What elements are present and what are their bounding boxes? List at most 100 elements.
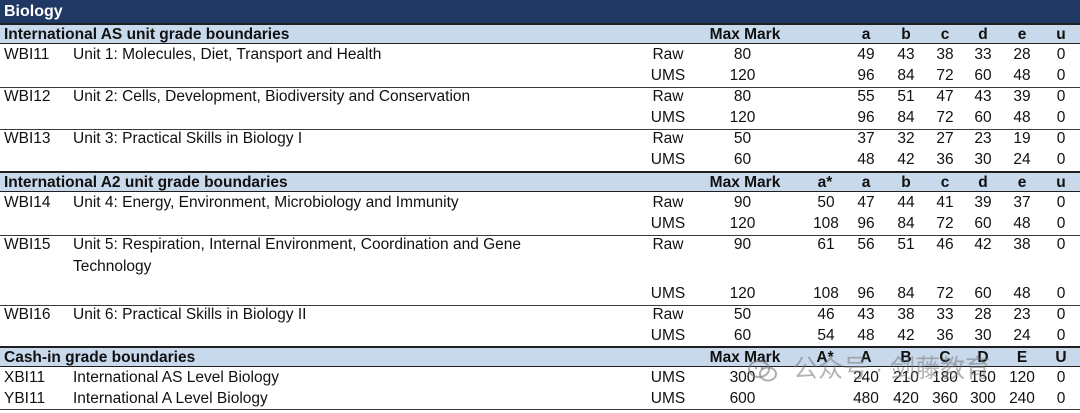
a2-grade-header-astar: a*	[817, 174, 833, 191]
grade-u: 0	[1056, 130, 1066, 147]
max-mark: 120	[729, 215, 756, 232]
grade-d: 43	[974, 88, 992, 105]
max-mark: 50	[733, 130, 752, 147]
grade-a: 47	[857, 194, 875, 211]
mark-type: UMS	[650, 369, 686, 386]
grade-b: 32	[897, 130, 915, 147]
wechat-icon	[748, 358, 778, 382]
grade-c: 180	[932, 369, 958, 386]
grade-c: 72	[936, 109, 954, 126]
grade-u: 0	[1056, 390, 1066, 407]
grade-d: 300	[970, 390, 996, 407]
max-mark: 80	[733, 46, 752, 63]
unit-title: Unit 5: Respiration, Internal Environmen…	[73, 236, 522, 275]
watermark-text: 公众号 · 剑藤教育	[792, 355, 991, 383]
grade-b: 38	[897, 306, 915, 323]
qualification-title: International AS Level Biology	[73, 369, 279, 386]
unit-title: Unit 4: Energy, Environment, Microbiolog…	[73, 194, 459, 211]
grade-u: 0	[1056, 306, 1066, 323]
grade-u: 0	[1056, 88, 1066, 105]
unit-code: WBI14	[4, 194, 51, 211]
grade-a: 96	[857, 109, 875, 126]
grade-d: 30	[974, 151, 992, 168]
grade-d: 30	[974, 327, 992, 344]
grade-c: 72	[936, 285, 954, 302]
mark-type: Raw	[652, 236, 684, 253]
as-grade-header-c: c	[940, 26, 950, 43]
grade-a: 56	[857, 236, 875, 253]
as-max-mark-header: Max Mark	[709, 26, 781, 43]
grade-astar: 108	[813, 215, 839, 232]
cash-grade-header-a: A	[860, 349, 872, 366]
grade-a: 49	[857, 46, 875, 63]
qualification-code: XBI11	[4, 369, 46, 386]
a2-section-title: International A2 unit grade boundaries	[4, 174, 288, 191]
grade-b: 84	[897, 215, 915, 232]
row-divider	[0, 235, 1080, 236]
mark-type: UMS	[650, 215, 686, 232]
max-mark: 50	[733, 306, 752, 323]
grade-u: 0	[1056, 67, 1066, 84]
grade-d: 60	[974, 109, 992, 126]
as-grade-header-d: d	[978, 26, 988, 43]
grade-d: 60	[974, 285, 992, 302]
cash-grade-header-astar: A*	[816, 349, 834, 366]
grade-e: 19	[1013, 130, 1031, 147]
grade-a: 48	[857, 151, 875, 168]
cash-grade-header-u: U	[1055, 349, 1067, 366]
grade-b: 84	[897, 109, 915, 126]
mark-type: Raw	[652, 306, 684, 323]
grade-b: 210	[893, 369, 919, 386]
grade-a: 55	[857, 88, 875, 105]
grade-u: 0	[1056, 285, 1066, 302]
max-mark: 120	[729, 67, 756, 84]
grade-a: 96	[857, 67, 875, 84]
grade-a: 37	[857, 130, 875, 147]
grade-astar: 46	[817, 306, 835, 323]
grade-d: 23	[974, 130, 992, 147]
grade-b: 44	[897, 194, 915, 211]
grade-u: 0	[1056, 215, 1066, 232]
grade-b: 43	[897, 46, 915, 63]
grade-e: 28	[1013, 46, 1031, 63]
grade-e: 240	[1009, 390, 1035, 407]
mark-type: Raw	[652, 88, 684, 105]
max-mark: 60	[733, 151, 752, 168]
row-divider	[0, 305, 1080, 306]
grade-u: 0	[1056, 327, 1066, 344]
grade-c: 72	[936, 215, 954, 232]
a2-grade-header-a: a	[861, 174, 871, 191]
grade-d: 60	[974, 67, 992, 84]
cash-grade-header-e: E	[1016, 349, 1028, 366]
grade-d: 150	[970, 369, 996, 386]
max-mark: 300	[729, 369, 756, 386]
grade-c: 38	[936, 46, 954, 63]
row-divider	[0, 129, 1080, 130]
row-divider	[0, 87, 1080, 88]
grade-astar: 61	[817, 236, 835, 253]
grade-a: 480	[853, 390, 879, 407]
cash-grade-header-c: C	[939, 349, 951, 366]
grade-c: 47	[936, 88, 954, 105]
grade-e: 48	[1013, 67, 1031, 84]
grade-u: 0	[1056, 109, 1066, 126]
unit-code: WBI11	[4, 46, 50, 63]
mark-type: Raw	[652, 130, 684, 147]
max-mark: 120	[729, 109, 756, 126]
max-mark: 60	[733, 327, 752, 344]
as-section-header: International AS unit grade boundaries M…	[0, 23, 1080, 44]
grade-e: 48	[1013, 215, 1031, 232]
mark-type: UMS	[650, 109, 686, 126]
grade-a: 48	[857, 327, 875, 344]
grade-u: 0	[1056, 46, 1066, 63]
grade-b: 420	[893, 390, 919, 407]
grade-b: 51	[897, 236, 915, 253]
mark-type: UMS	[650, 67, 686, 84]
unit-title: Unit 3: Practical Skills in Biology I	[73, 130, 303, 147]
grade-e: 37	[1013, 194, 1031, 211]
a2-grade-header-b: b	[901, 174, 911, 191]
grade-b: 51	[897, 88, 915, 105]
unit-title: Unit 6: Practical Skills in Biology II	[73, 306, 307, 323]
grade-astar: 50	[817, 194, 835, 211]
qualification-code: YBI11	[4, 390, 46, 407]
